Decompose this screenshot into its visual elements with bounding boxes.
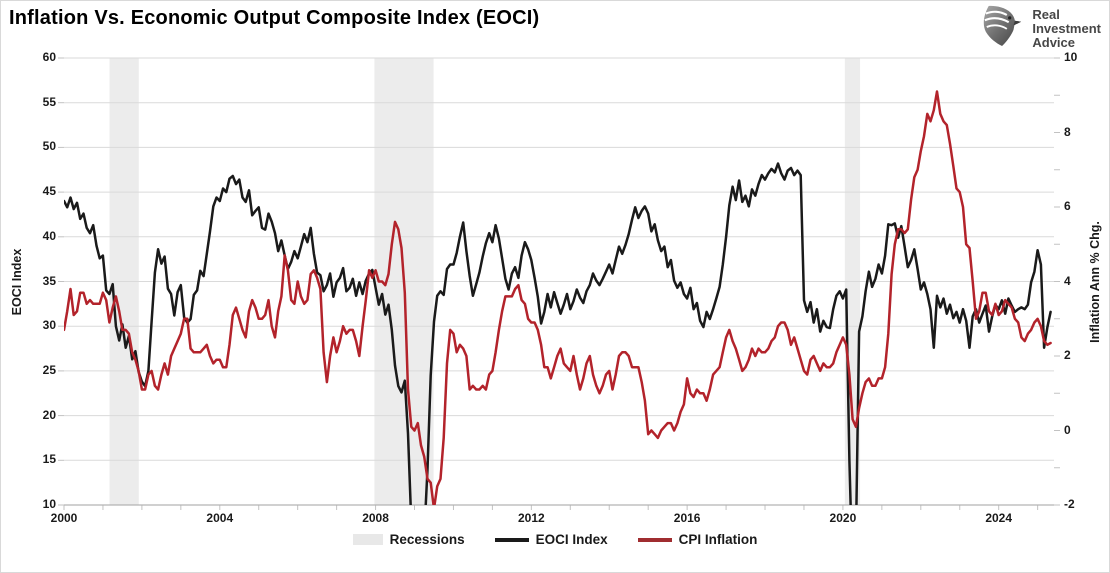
brand-name: Real Investment Advice xyxy=(1032,6,1101,50)
y-right-tick-6: 6 xyxy=(1064,199,1071,213)
eoci-line-swatch xyxy=(494,537,529,542)
y-right-tick-2: 2 xyxy=(1064,348,1071,362)
y-left-tick-45: 45 xyxy=(42,184,56,199)
x-tick-2008: 2008 xyxy=(362,511,389,525)
y-right-tick-10: 10 xyxy=(1064,50,1078,64)
legend-item-recessions: Recessions xyxy=(352,532,465,547)
x-tick-2020: 2020 xyxy=(829,511,857,525)
y-right-tick-8: 8 xyxy=(1064,124,1071,139)
plot-area xyxy=(58,57,1060,510)
y-left-tick-35: 35 xyxy=(42,273,56,288)
y-left-tick-60: 60 xyxy=(42,50,56,64)
chart-title: Inflation Vs. Economic Output Composite … xyxy=(9,7,540,29)
brand-logo: Real Investment Advice xyxy=(980,5,1101,52)
eagle-icon xyxy=(980,5,1026,52)
y-left-tick-20: 20 xyxy=(42,407,56,422)
y-left-tick-50: 50 xyxy=(42,139,56,154)
x-tick-2024: 2024 xyxy=(985,511,1013,525)
y-left-tick-15: 15 xyxy=(42,452,56,467)
y-left-tick-30: 30 xyxy=(42,318,56,333)
eoci-index-line xyxy=(64,162,1052,505)
cpi-inflation-line xyxy=(64,90,1052,505)
y-left-tick-25: 25 xyxy=(42,362,56,377)
y-left-tick-40: 40 xyxy=(42,228,56,243)
y-left-tick-55: 55 xyxy=(42,94,56,109)
y-right-tick-4: 4 xyxy=(1064,273,1071,288)
x-tick-2000: 2000 xyxy=(50,511,78,525)
x-tick-2004: 2004 xyxy=(206,511,234,525)
cpi-line-swatch xyxy=(637,537,672,542)
y-left-tick-10: 10 xyxy=(42,497,56,511)
legend-item-cpi: CPI Inflation xyxy=(637,532,757,547)
x-tick-2012: 2012 xyxy=(517,511,545,525)
y-right-tick-0: 0 xyxy=(1064,422,1071,437)
plot-svg xyxy=(58,57,1060,510)
legend-item-eoci: EOCI Index xyxy=(494,532,608,547)
y-right-tick--2: -2 xyxy=(1064,497,1075,511)
x-tick-2016: 2016 xyxy=(673,511,701,525)
legend: Recessions EOCI Index CPI Inflation xyxy=(1,532,1109,547)
recession-swatch xyxy=(352,534,383,545)
